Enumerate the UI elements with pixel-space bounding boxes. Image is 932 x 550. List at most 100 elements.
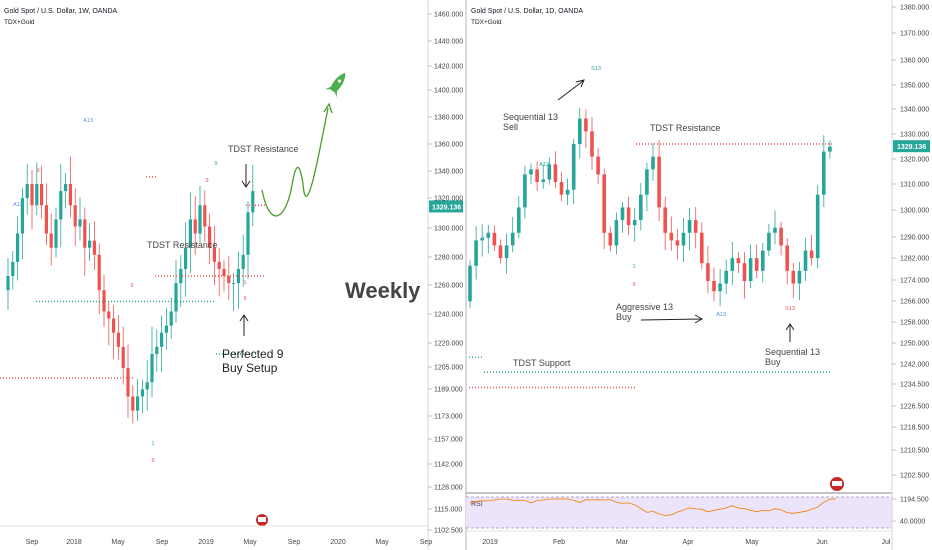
daily-td-count-label: S13 — [591, 66, 601, 72]
daily-price-tick-label: 1234.500 — [900, 382, 929, 389]
sequential-13-sell-label-line1: Sequential 13 — [503, 112, 558, 122]
perfected-9-label-line2: Buy Setup — [222, 361, 278, 375]
daily-candle-body — [626, 207, 631, 226]
daily-td-count-label: A13 — [716, 312, 726, 318]
rocket-body — [330, 72, 346, 93]
daily-tdst-resistance-label: TDST Resistance — [650, 123, 720, 133]
weekly-price-tick-label: 1173.000 — [434, 414, 463, 421]
weekly-candle-body — [241, 254, 245, 269]
daily-candle-body — [578, 118, 582, 144]
weekly-price-tick-label: 1320.000 — [434, 196, 463, 203]
daily-candle-body — [571, 143, 576, 190]
daily-candle-body — [608, 232, 613, 246]
weekly-price-tick-label: 1440.000 — [434, 39, 463, 46]
weekly-candles — [6, 156, 255, 424]
weekly-candle-body — [155, 346, 159, 354]
daily-candle-body — [736, 258, 741, 264]
daily-td-count-label: 9 — [481, 236, 484, 242]
daily-candle-body — [803, 250, 808, 271]
daily-candle-body — [742, 263, 747, 281]
daily-candle-body — [657, 156, 661, 208]
daily-candle-body — [480, 237, 484, 241]
weekly-time-tick-label: 2019 — [198, 539, 214, 546]
daily-candle-body — [748, 258, 753, 281]
projection-path — [261, 107, 329, 217]
weekly-candle-body — [179, 268, 183, 284]
weekly-candle-body — [251, 191, 255, 213]
daily-price-tick-label: 1320.000 — [900, 157, 929, 164]
weekly-time-tick-label: May — [375, 539, 389, 546]
daily-time-tick-label: May — [745, 539, 759, 546]
weekly-candle-body — [131, 396, 135, 411]
weekly-td-count-label: 9 — [36, 168, 39, 174]
daily-price-axis[interactable]: 1380.000 1370.000 1360.000 1350.000 1340.000… — [891, 0, 930, 550]
weekly-price-tick-label: 1340.000 — [434, 169, 463, 176]
daily-candle-body — [767, 232, 771, 251]
weekly-price-tick-label: 1205.000 — [434, 365, 463, 372]
daily-candle-body — [541, 179, 545, 183]
rocket-fins — [325, 85, 338, 98]
daily-price-tick-label: 1360.000 — [900, 58, 929, 65]
weekly-candle-body — [136, 396, 140, 411]
daily-candle-body — [785, 245, 789, 271]
weekly-candle-body — [174, 283, 178, 312]
daily-price-tick-label: 1258.000 — [900, 320, 929, 327]
weekly-time-tick-label: 2020 — [330, 539, 346, 546]
weekly-time-tick-label: Sep — [26, 539, 39, 546]
weekly-watermark: Weekly — [345, 278, 421, 303]
sequential-buy-arrow — [785, 323, 795, 342]
daily-candle-body — [614, 220, 619, 246]
daily-candle-body — [797, 270, 802, 284]
weekly-candle-body — [193, 219, 197, 234]
daily-candle-body — [700, 232, 704, 264]
weekly-candle-body — [30, 183, 34, 206]
daily-candle-body — [535, 169, 539, 183]
weekly-chart-panel[interactable]: Gold Spot / U.S. Dollar, 1W, OANDA TDX+G… — [0, 0, 432, 550]
weekly-candle-body — [188, 219, 192, 248]
weekly-price-axis[interactable]: 1460.000 1440.000 1420.000 1400.000 1380.000… — [427, 0, 463, 550]
weekly-td-count-label: A13 — [83, 118, 93, 124]
daily-candle-body — [559, 182, 564, 195]
daily-price-tick-label: 1282.000 — [900, 256, 929, 263]
daily-chart-panel[interactable]: Gold Spot / U.S. Dollar, 1D, OANDA TDX+G… — [466, 8, 892, 546]
rsi-band — [466, 497, 892, 528]
weekly-time-tick-label: Sep — [156, 539, 169, 546]
weekly-price-tick-label: 1420.000 — [434, 64, 463, 71]
weekly-price-tick-label: 1115.000 — [434, 507, 462, 514]
daily-time-axis[interactable]: 2019 Feb Mar Apr May Jun Jul — [482, 539, 891, 546]
weekly-candle-body — [112, 318, 116, 333]
weekly-candle-body — [40, 183, 44, 206]
daily-time-tick-label: Jul — [882, 539, 891, 546]
weekly-td-count-label: 9 — [205, 178, 208, 184]
us-flag-stripe — [258, 517, 266, 522]
daily-price-tick-label: 1350.000 — [900, 83, 929, 90]
rsi-pane[interactable]: RSI — [466, 492, 892, 529]
weekly-candle-body — [246, 212, 250, 255]
weekly-candle-body — [97, 254, 101, 291]
weekly-candle-body — [16, 233, 20, 262]
weekly-price-tick-label: 1380.000 — [434, 115, 463, 122]
daily-candle-body — [712, 280, 716, 292]
rsi-label: RSI — [471, 501, 483, 508]
weekly-price-tick-label: 1360.000 — [434, 142, 463, 149]
daily-candle-body — [584, 118, 588, 132]
daily-candle-body — [498, 245, 503, 259]
weekly-time-axis[interactable]: Sep 2018 May Sep 2019 May Sep 2020 May Sep — [26, 539, 433, 546]
weekly-td-count-label: 9 — [243, 296, 246, 302]
weekly-candle-body — [107, 311, 111, 319]
us-flag-stripe — [832, 481, 842, 486]
daily-candle-body — [474, 240, 478, 266]
weekly-candle-body — [160, 332, 164, 347]
daily-last-price-value: 1329.136 — [897, 144, 926, 151]
daily-candle-body — [706, 263, 710, 281]
daily-price-tick-label: 1330.000 — [900, 132, 929, 139]
weekly-last-price-tag: 1329.136 — [429, 200, 463, 213]
weekly-candle-body — [184, 247, 188, 269]
weekly-time-tick-label: May — [243, 539, 257, 546]
daily-candle-body — [663, 207, 667, 233]
us-flag-icon — [256, 514, 268, 526]
weekly-time-tick-label: Sep — [420, 539, 433, 546]
weekly-last-price-value: 1329.136 — [432, 204, 461, 211]
weekly-annotations: TDST Resistance TDST Resistance Perfected … — [13, 72, 346, 526]
